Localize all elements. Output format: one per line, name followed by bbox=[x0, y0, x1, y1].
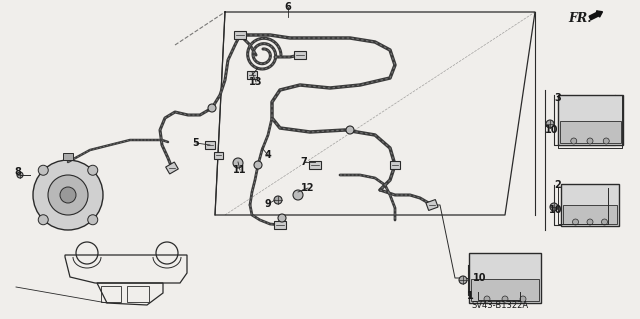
Circle shape bbox=[48, 175, 88, 215]
Circle shape bbox=[88, 165, 98, 175]
Circle shape bbox=[278, 214, 286, 222]
Circle shape bbox=[274, 196, 282, 204]
Circle shape bbox=[38, 165, 48, 175]
Text: 9: 9 bbox=[264, 199, 271, 209]
Circle shape bbox=[233, 158, 243, 168]
Bar bbox=[426, 199, 438, 211]
Circle shape bbox=[546, 120, 554, 128]
Text: 8: 8 bbox=[15, 167, 21, 177]
Text: 13: 13 bbox=[249, 77, 263, 87]
Text: 10: 10 bbox=[473, 273, 487, 283]
Circle shape bbox=[484, 296, 490, 302]
Text: 3: 3 bbox=[555, 93, 561, 103]
Text: 5: 5 bbox=[193, 138, 200, 148]
Text: 6: 6 bbox=[285, 2, 291, 12]
Bar bbox=[471, 278, 539, 301]
Bar bbox=[205, 141, 215, 149]
Circle shape bbox=[346, 126, 354, 134]
Bar bbox=[559, 121, 621, 143]
Bar bbox=[294, 51, 306, 59]
Text: 10: 10 bbox=[545, 125, 559, 135]
Circle shape bbox=[502, 296, 508, 302]
Circle shape bbox=[459, 276, 467, 284]
Bar bbox=[101, 286, 121, 302]
Circle shape bbox=[38, 215, 48, 225]
Circle shape bbox=[587, 219, 593, 225]
Bar bbox=[390, 161, 400, 169]
Circle shape bbox=[60, 187, 76, 203]
Bar bbox=[127, 286, 149, 302]
Bar bbox=[309, 161, 321, 169]
Circle shape bbox=[573, 219, 579, 225]
Bar bbox=[63, 153, 73, 160]
Text: FR.: FR. bbox=[568, 12, 591, 25]
Bar bbox=[214, 152, 223, 159]
Circle shape bbox=[602, 219, 607, 225]
Text: 1: 1 bbox=[467, 291, 474, 301]
Text: SV43-B1322A: SV43-B1322A bbox=[472, 301, 529, 310]
Text: 11: 11 bbox=[233, 165, 247, 175]
Bar bbox=[247, 71, 257, 79]
Circle shape bbox=[571, 138, 577, 144]
Bar bbox=[561, 184, 619, 226]
Circle shape bbox=[520, 296, 526, 302]
Text: 4: 4 bbox=[264, 150, 271, 160]
Circle shape bbox=[88, 215, 98, 225]
Circle shape bbox=[604, 138, 609, 144]
Text: 2: 2 bbox=[555, 180, 561, 190]
Circle shape bbox=[550, 203, 558, 211]
Bar bbox=[234, 31, 246, 39]
Bar bbox=[557, 95, 623, 145]
Bar bbox=[274, 221, 286, 229]
Circle shape bbox=[33, 160, 103, 230]
Bar bbox=[563, 205, 617, 224]
Bar bbox=[469, 253, 541, 303]
Circle shape bbox=[17, 172, 23, 178]
Circle shape bbox=[254, 161, 262, 169]
Bar bbox=[166, 162, 179, 174]
Circle shape bbox=[293, 190, 303, 200]
Circle shape bbox=[208, 104, 216, 112]
Text: 10: 10 bbox=[549, 205, 563, 215]
Text: 7: 7 bbox=[301, 157, 307, 167]
Circle shape bbox=[587, 138, 593, 144]
FancyArrow shape bbox=[589, 11, 602, 20]
Text: 12: 12 bbox=[301, 183, 315, 193]
